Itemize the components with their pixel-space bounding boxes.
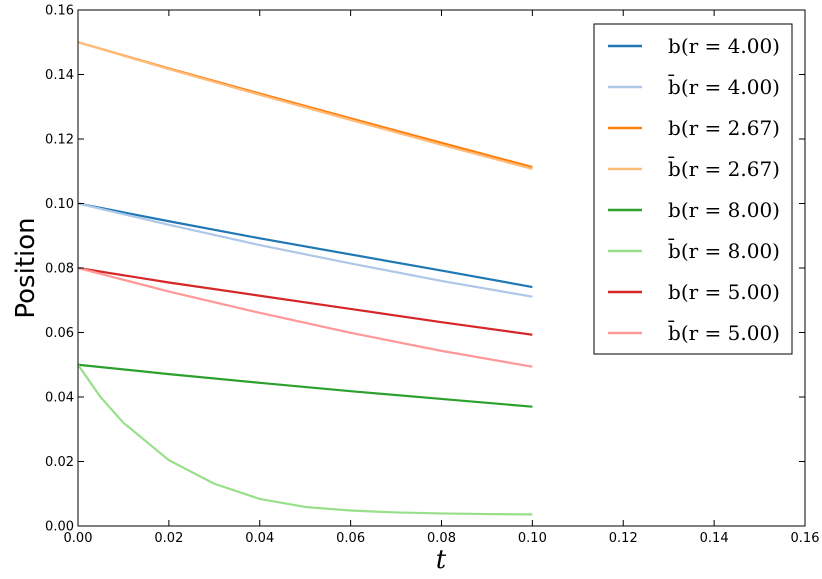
legend: b(r = 4.00) b̄(r = 4.00) b(r = 2.67) b̄(r =…: [593, 23, 793, 355]
x-tick-label: 0.06: [336, 531, 365, 546]
y-tick-label: 0.02: [45, 455, 74, 470]
x-axis: 0.00 0.02 0.04 0.06 0.08 0.10 0.12 0.14 0.16: [64, 10, 820, 546]
y-axis-label: Position: [11, 217, 41, 318]
x-tick-label: 0.04: [245, 531, 274, 546]
legend-label-0: b(r = 4.00): [668, 34, 780, 58]
x-tick-label: 0.16: [791, 531, 820, 546]
legend-label-7: b̄(r = 5.00): [668, 320, 780, 345]
series-line-1: [77, 202, 533, 298]
series-layer: [77, 41, 533, 516]
legend-label-1: b̄(r = 4.00): [668, 74, 780, 99]
series-line-4: [77, 363, 533, 408]
x-tick-label: 0.14: [700, 531, 729, 546]
y-tick-label: 0.06: [45, 326, 74, 341]
x-tick-label: 0.02: [154, 531, 183, 546]
y-axis: 0.00 0.02 0.04 0.06 0.08 0.10 0.12 0.14 0.16: [45, 4, 805, 535]
y-tick-label: 0.16: [45, 4, 74, 19]
series-line-7: [77, 266, 533, 368]
series-line-6: [77, 266, 533, 336]
x-tick-label: 0.00: [64, 531, 93, 546]
y-tick-label: 0.00: [45, 520, 74, 535]
legend-label-4: b(r = 8.00): [668, 198, 780, 222]
legend-label-2: b(r = 2.67): [668, 116, 780, 140]
legend-label-6: b(r = 5.00): [668, 280, 780, 304]
legend-label-3: b̄(r = 2.67): [668, 156, 780, 181]
series-line-0: [77, 202, 533, 289]
y-tick-label: 0.12: [45, 133, 74, 148]
x-axis-label: t: [436, 545, 447, 575]
x-tick-label: 0.10: [518, 531, 547, 546]
series-line-3: [77, 41, 533, 171]
legend-frame: [593, 23, 793, 355]
y-tick-label: 0.08: [45, 262, 74, 277]
series-line-5: [77, 364, 533, 516]
y-tick-label: 0.04: [45, 391, 74, 406]
y-tick-label: 0.14: [45, 68, 74, 83]
y-tick-label: 0.10: [45, 197, 74, 212]
x-tick-label: 0.08: [427, 531, 456, 546]
legend-label-5: b̄(r = 8.00): [668, 238, 780, 263]
x-tick-label: 0.12: [609, 531, 638, 546]
